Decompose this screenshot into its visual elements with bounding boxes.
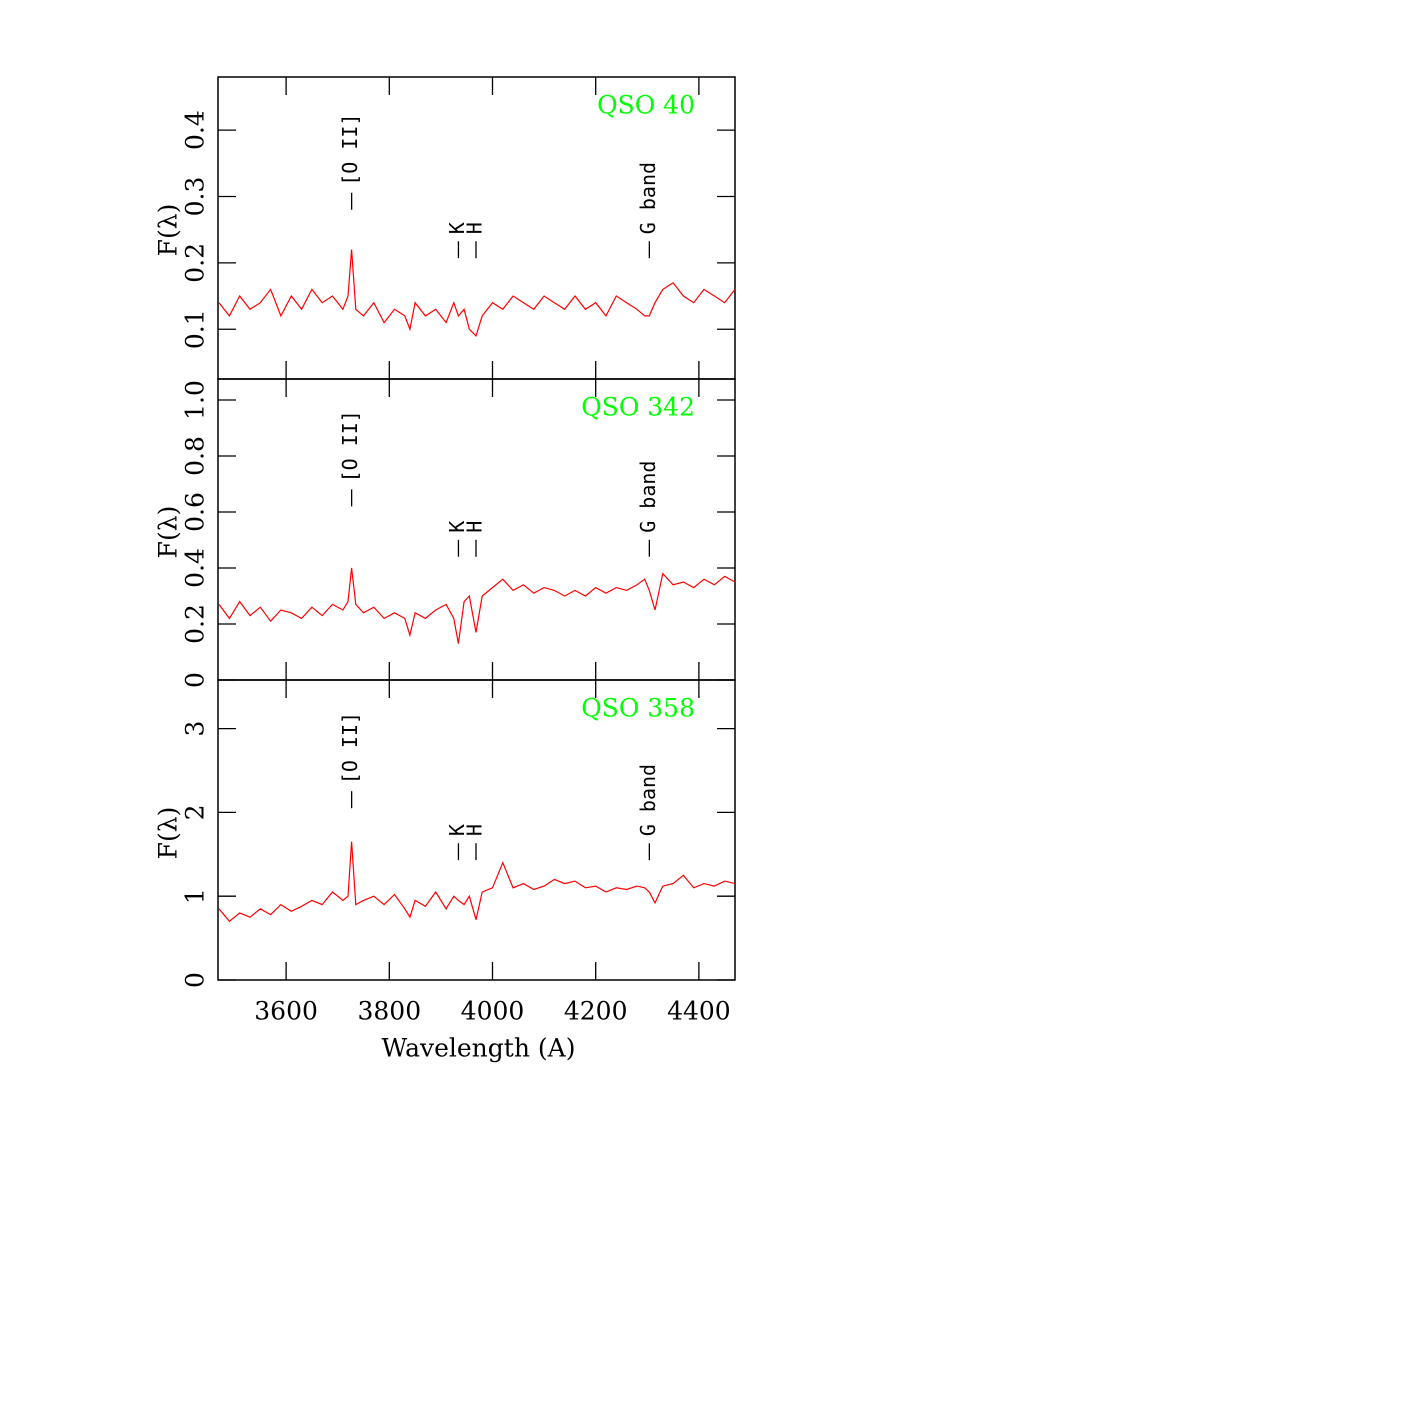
x-tick-label: 4000: [461, 997, 525, 1026]
line-label: H: [462, 824, 486, 836]
y-axis-label: F(λ): [154, 506, 183, 559]
y-tick-label: 0.8: [181, 436, 210, 476]
panel-label: QSO 358: [581, 694, 695, 723]
panel-frame: [217, 679, 736, 981]
y-tick-label: 0.4: [181, 548, 210, 588]
y-tick-label: 1: [181, 888, 210, 904]
spectrum-line: [218, 249, 736, 338]
y-tick-label: 0.6: [181, 492, 210, 532]
line-label: [O II]: [338, 113, 362, 185]
line-label: [O II]: [338, 410, 362, 482]
y-tick-label: 0.2: [181, 604, 210, 644]
line-label: H: [462, 521, 486, 533]
line-label: G band: [636, 162, 660, 234]
line-label: H: [462, 222, 486, 234]
line-label: K: [445, 824, 469, 836]
y-axis-label: F(λ): [154, 807, 183, 860]
panel-label: QSO 342: [581, 393, 695, 422]
x-tick-label: 3800: [357, 997, 421, 1026]
y-tick-label: 0.2: [181, 243, 210, 283]
panel-label: QSO 40: [597, 91, 695, 120]
line-label: G band: [636, 764, 660, 836]
x-tick-label: 4400: [667, 997, 731, 1026]
y-axis-label: F(λ): [154, 204, 183, 257]
spectrum-line: [218, 841, 736, 923]
y-tick-label: 2: [181, 804, 210, 820]
y-tick-label: 0: [181, 672, 210, 688]
y-tick-label: 3: [181, 721, 210, 737]
x-tick-label: 3600: [254, 997, 318, 1026]
line-label: [O II]: [338, 712, 362, 784]
y-tick-label: 0.4: [181, 110, 210, 150]
x-tick-label: 4200: [564, 997, 628, 1026]
line-label: G band: [636, 461, 660, 533]
y-tick-label: 0.1: [181, 309, 210, 349]
line-label: K: [445, 222, 469, 234]
y-tick-label: 0: [181, 972, 210, 988]
spectrum-line: [218, 567, 736, 644]
y-tick-label: 0.3: [181, 177, 210, 217]
line-label: K: [445, 521, 469, 533]
y-tick-label: 1.0: [181, 380, 210, 420]
x-axis-label: Wavelength (A): [382, 1034, 576, 1063]
